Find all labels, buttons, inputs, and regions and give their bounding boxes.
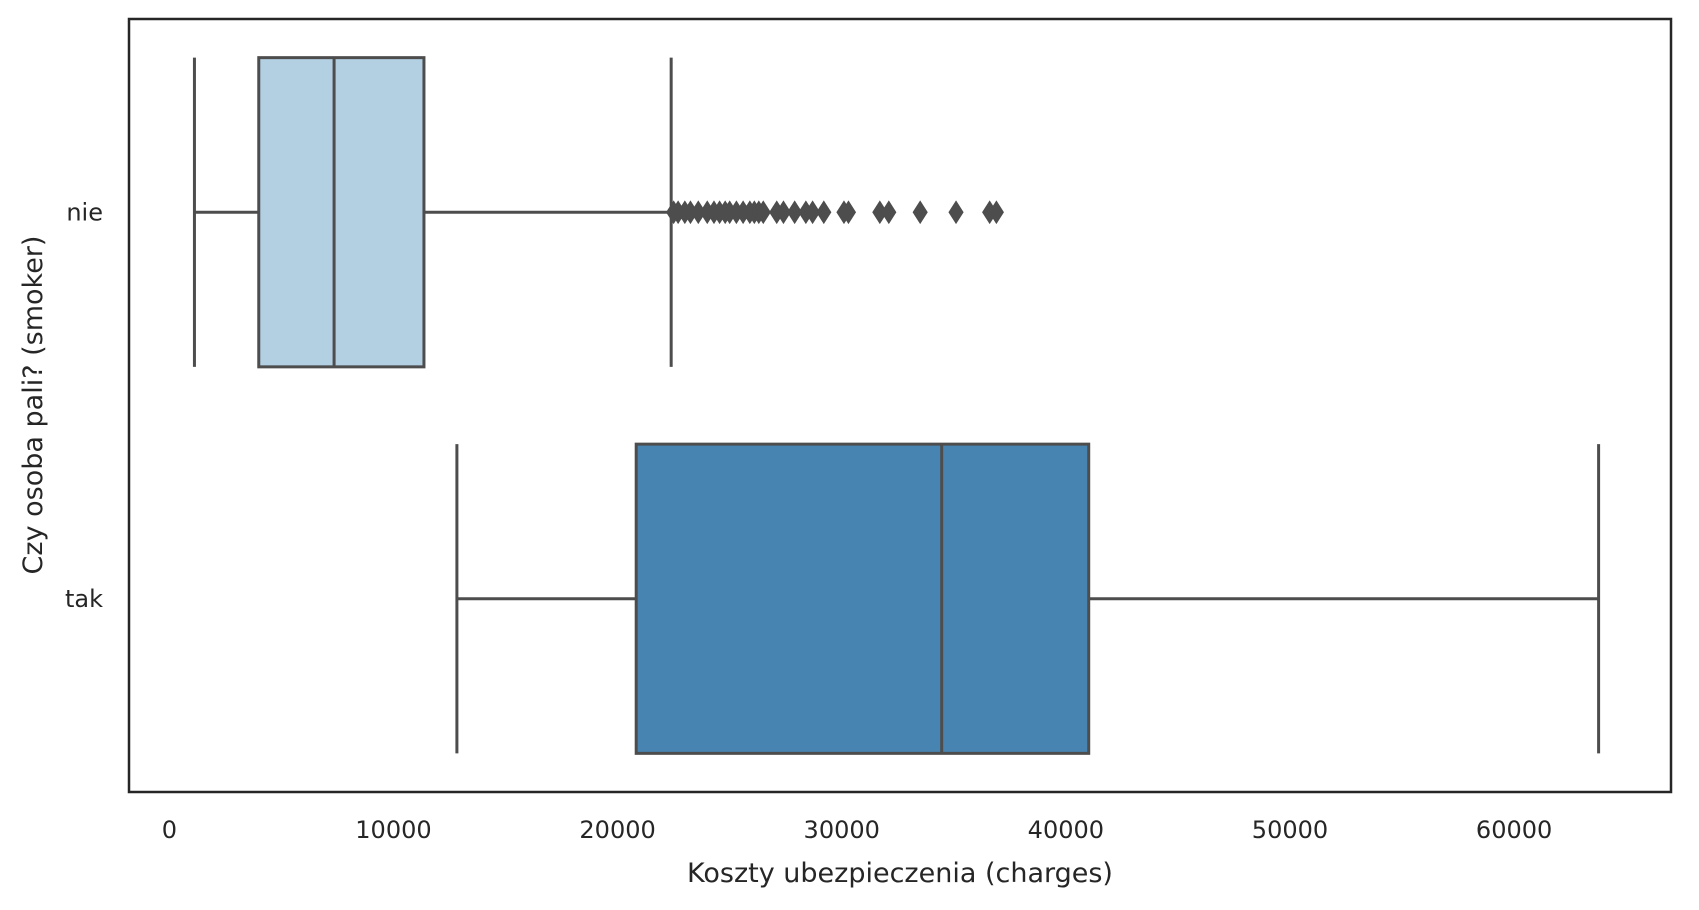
x-tick-label: 40000 — [1028, 816, 1104, 844]
x-axis-label: Koszty ubezpieczenia (charges) — [687, 858, 1113, 889]
y-axis-label: Czy osoba pali? (smoker) — [18, 236, 49, 575]
x-tick-label: 30000 — [804, 816, 880, 844]
outlier-point-nie — [840, 200, 857, 225]
box-group-tak — [455, 442, 1601, 755]
box-group-nie — [192, 56, 1004, 369]
x-tick-label: 60000 — [1476, 816, 1552, 844]
outlier-point-nie — [787, 200, 803, 225]
chart-marks — [192, 56, 1601, 755]
y-tick-label: nie — [66, 198, 103, 226]
x-axis-ticks: 0 10000 20000 30000 40000 50000 60000 — [162, 816, 1553, 844]
box-tak — [634, 442, 1091, 755]
outlier-point-nie — [948, 200, 964, 225]
outlier-point-nie — [755, 200, 771, 225]
box-nie — [257, 56, 426, 369]
outlier-point-nie — [912, 200, 928, 225]
x-tick-label: 50000 — [1252, 816, 1328, 844]
outlier-point-nie — [804, 200, 821, 225]
x-tick-label: 10000 — [355, 816, 431, 844]
outlier-point-nie — [988, 200, 1004, 225]
outlier-point-nie — [881, 200, 897, 225]
y-tick-label: tak — [65, 585, 103, 613]
x-tick-label: 0 — [162, 816, 177, 844]
y-axis-ticks: nie tak — [65, 198, 103, 613]
x-tick-label: 20000 — [579, 816, 655, 844]
outlier-point-nie — [816, 200, 832, 225]
outlier-point-nie — [775, 200, 792, 225]
